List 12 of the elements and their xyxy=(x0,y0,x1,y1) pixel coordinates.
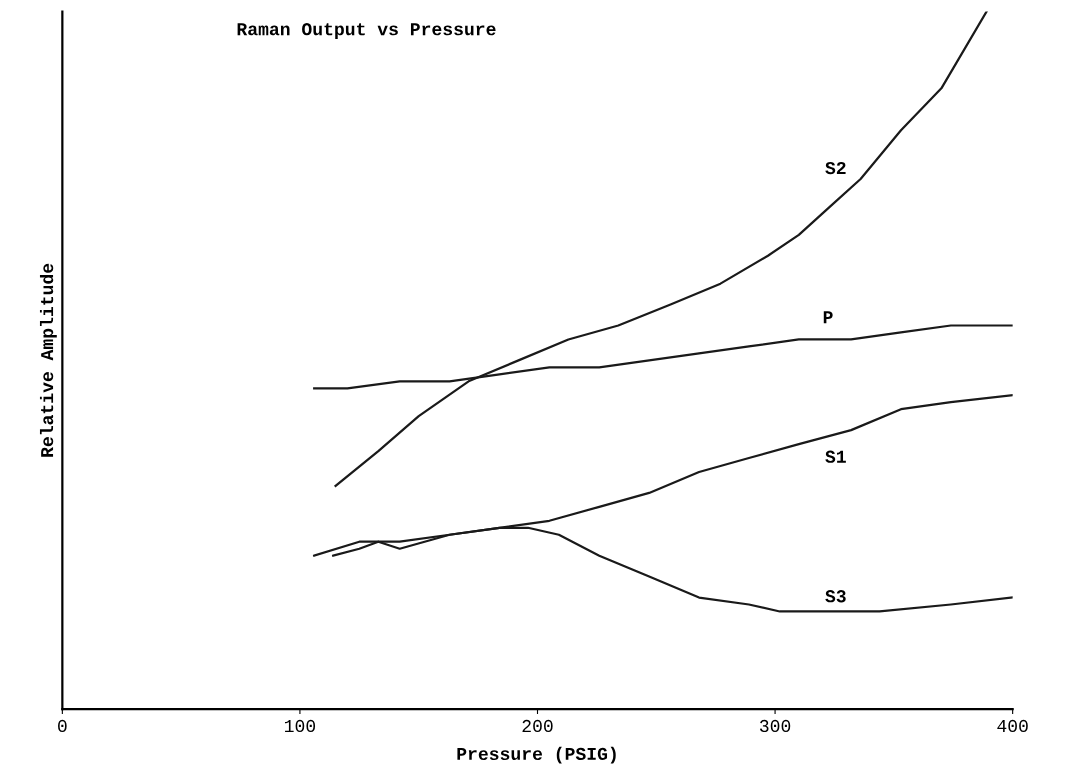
series-label: S1 xyxy=(825,450,846,463)
y-axis-title: Relative Amplitude xyxy=(39,263,57,457)
series-label: P xyxy=(823,311,833,324)
text: Raman Output vs Pressure xyxy=(237,23,496,39)
series-label: S2 xyxy=(825,161,846,175)
x-tick-label: 200 xyxy=(522,719,553,733)
x-tick-label: 0 xyxy=(58,719,67,733)
x-tick-label: 100 xyxy=(284,719,316,733)
series-label: S3 xyxy=(825,590,846,603)
x-tick-label: 300 xyxy=(759,719,791,733)
x-axis-title: Pressure (PSIG) xyxy=(457,746,616,764)
x-tick-label: 400 xyxy=(997,719,1028,733)
